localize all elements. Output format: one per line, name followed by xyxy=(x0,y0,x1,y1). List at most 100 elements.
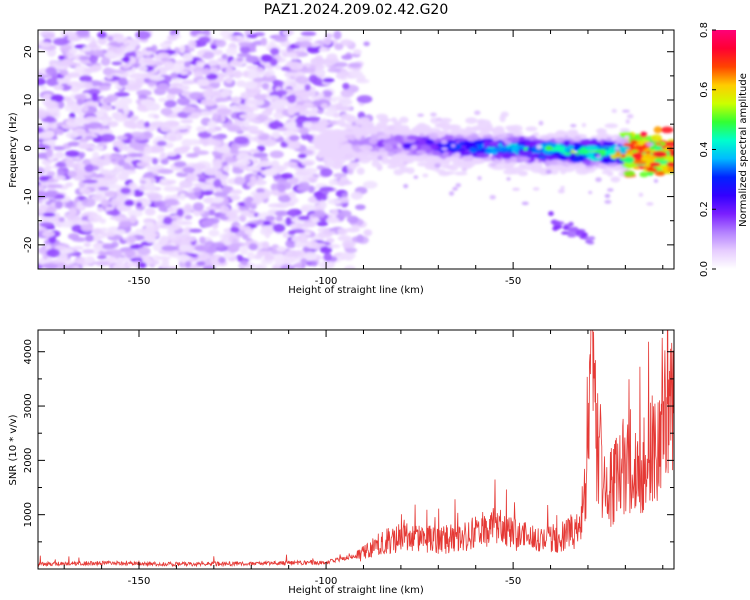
noise-blob xyxy=(239,246,249,255)
noise-blob xyxy=(80,223,94,233)
faint-blob xyxy=(489,163,497,167)
noise-blob xyxy=(198,36,211,44)
noise-blob xyxy=(197,130,212,139)
noise-blob xyxy=(184,61,191,68)
noise-blob xyxy=(127,152,144,158)
noise-blob xyxy=(312,107,319,114)
noise-blob xyxy=(316,165,325,170)
noise-blob xyxy=(334,43,344,51)
noise-blob xyxy=(127,235,137,243)
signal-blob xyxy=(573,135,582,142)
noise-blob xyxy=(272,223,286,233)
noise-blob xyxy=(187,39,197,49)
noise-blob xyxy=(196,126,207,133)
noise-blob xyxy=(145,47,155,52)
noise-blob xyxy=(38,247,47,255)
noise-blob xyxy=(167,87,183,95)
faint-blob xyxy=(538,120,544,126)
noise-blob xyxy=(158,97,167,103)
faint-blob xyxy=(506,177,511,181)
signal-blob xyxy=(493,147,504,152)
noise-blob xyxy=(159,263,169,269)
signal-blob xyxy=(314,142,328,150)
noise-blob xyxy=(128,182,137,190)
noise-blob xyxy=(96,178,105,185)
colorbar-label: Normalized spectral amplitude xyxy=(738,73,749,227)
noise-blob xyxy=(297,63,304,69)
noise-blob xyxy=(248,243,258,251)
signal-blob xyxy=(330,156,342,161)
snr-y-label: SNR (10 * v/v) xyxy=(8,414,19,485)
faint-blob xyxy=(396,143,402,148)
noise-blob xyxy=(316,220,329,227)
noise-blob xyxy=(268,121,283,130)
noise-blob xyxy=(160,125,171,133)
noise-blob xyxy=(76,98,84,106)
noise-blob xyxy=(53,65,68,71)
noise-blob xyxy=(322,230,336,235)
faint-blob xyxy=(512,187,520,191)
noise-blob xyxy=(135,30,151,40)
noise-blob xyxy=(297,153,307,159)
signal-blob xyxy=(445,164,454,170)
noise-blob xyxy=(38,110,48,120)
faint-blob xyxy=(387,151,395,157)
noise-blob xyxy=(179,44,186,54)
noise-blob xyxy=(46,248,61,258)
signal-blob xyxy=(580,138,592,146)
noise-blob xyxy=(289,80,297,89)
noise-blob xyxy=(342,82,350,90)
noise-blob xyxy=(287,142,301,150)
noise-blob xyxy=(265,95,280,100)
noise-blob xyxy=(96,206,104,212)
signal-blob xyxy=(654,170,666,177)
signal-blob xyxy=(476,119,486,124)
noise-blob xyxy=(116,257,130,263)
noise-blob xyxy=(138,262,147,269)
snr-background xyxy=(38,330,674,569)
noise-blob xyxy=(98,85,111,91)
noise-blob xyxy=(144,207,156,216)
signal-blob xyxy=(361,121,375,127)
signal-blob xyxy=(340,113,353,121)
noise-blob xyxy=(318,260,335,269)
noise-blob xyxy=(78,55,90,61)
noise-blob xyxy=(219,205,230,214)
noise-blob xyxy=(178,85,190,91)
faint-blob xyxy=(454,152,461,157)
noise-blob xyxy=(287,208,303,217)
noise-blob xyxy=(79,75,93,83)
noise-blob xyxy=(249,113,259,118)
noise-blob xyxy=(118,221,131,228)
x-tick-label: -100 xyxy=(315,276,338,287)
noise-blob xyxy=(296,185,311,193)
noise-blob xyxy=(187,114,197,119)
noise-blob xyxy=(327,67,341,73)
noise-blob xyxy=(167,34,178,41)
noise-blob xyxy=(159,235,169,245)
signal-blob xyxy=(471,157,482,165)
noise-blob xyxy=(322,77,335,83)
noise-blob xyxy=(148,193,163,202)
signal-blob xyxy=(367,155,376,161)
noise-blob xyxy=(233,70,243,79)
noise-blob xyxy=(345,247,358,254)
noise-blob xyxy=(269,47,280,55)
noise-blob xyxy=(160,107,173,116)
noise-blob xyxy=(237,152,250,160)
y-tick-label: 20 xyxy=(23,45,34,58)
noise-blob xyxy=(129,214,137,224)
noise-blob xyxy=(56,128,65,136)
noise-blob xyxy=(38,126,44,134)
noise-blob xyxy=(105,206,114,212)
noise-blob xyxy=(344,265,356,269)
signal-blob xyxy=(346,125,357,130)
signal-blob xyxy=(439,117,452,123)
noise-blob xyxy=(102,243,116,250)
noise-blob xyxy=(191,163,207,170)
noise-blob xyxy=(184,261,192,268)
signal-blob xyxy=(346,149,357,157)
signal-blob xyxy=(623,142,632,148)
noise-blob xyxy=(92,151,100,159)
noise-blob xyxy=(211,140,222,147)
